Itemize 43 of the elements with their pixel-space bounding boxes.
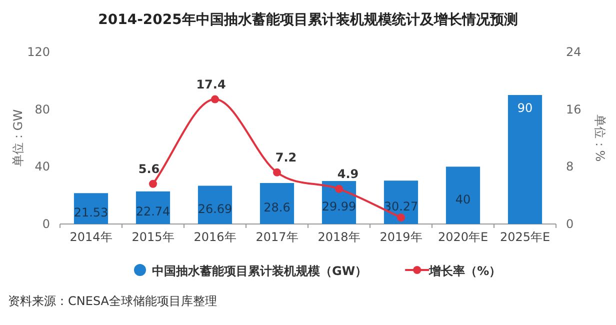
y2-tick-label: 24 [566, 45, 582, 59]
x-tick-label: 2018年 [318, 230, 360, 244]
point [397, 214, 405, 222]
y-tick-label: 80 [34, 102, 50, 116]
data-label: 22.74 [136, 204, 170, 219]
data-label: 28.6 [264, 200, 290, 215]
text: 资料来源：CNESA全球储能项目库整理 [8, 294, 217, 308]
bar [446, 166, 480, 224]
x-tick-label: 2017年 [256, 230, 298, 244]
legend-label: 增长率（%） [428, 264, 502, 278]
data-label: 40 [455, 192, 471, 206]
y2-tick-label: 0 [566, 217, 574, 231]
data-label: 17.4 [196, 77, 226, 92]
bar [508, 95, 542, 224]
x-tick-label: 2019年 [380, 230, 422, 244]
data-label: 29.99 [322, 200, 356, 214]
legend-label: 中国抽水蓄能项目累计装机规模（GW） [152, 264, 368, 278]
data-label: 4.9 [337, 166, 359, 181]
point [149, 180, 157, 188]
data-label: 26.69 [198, 202, 232, 216]
y2-tick-label: 8 [566, 160, 574, 174]
x-tick-label: 2016年 [194, 230, 236, 244]
x-tick-label: 2014年 [70, 230, 112, 244]
x-tick-label: 2015年 [132, 230, 174, 244]
bar [260, 183, 294, 224]
data-label: 5.6 [138, 162, 160, 176]
bar [384, 180, 418, 224]
x-tick-label: 2025年E [500, 230, 550, 244]
point [335, 184, 343, 193]
data-label: 30.27 [384, 199, 418, 214]
data-label: 21.53 [74, 206, 108, 220]
point [211, 95, 219, 104]
x-tick-label: 2020年E [438, 230, 488, 244]
point [273, 168, 281, 176]
y2-axis-title: 单位：% [593, 114, 607, 162]
y-tick-label: 120 [27, 45, 50, 59]
data-label: 7.2 [275, 150, 297, 164]
y-tick-label: 40 [34, 160, 50, 174]
data-label: 90 [517, 101, 533, 115]
y-tick-label: 0 [42, 217, 50, 231]
y2-tick-label: 16 [566, 102, 582, 116]
chart-title: 2014-2025年中国抽水蓄能项目累计装机规模统计及增长情况预测 [98, 11, 518, 28]
y-axis-title: 单位：GW [11, 109, 25, 167]
